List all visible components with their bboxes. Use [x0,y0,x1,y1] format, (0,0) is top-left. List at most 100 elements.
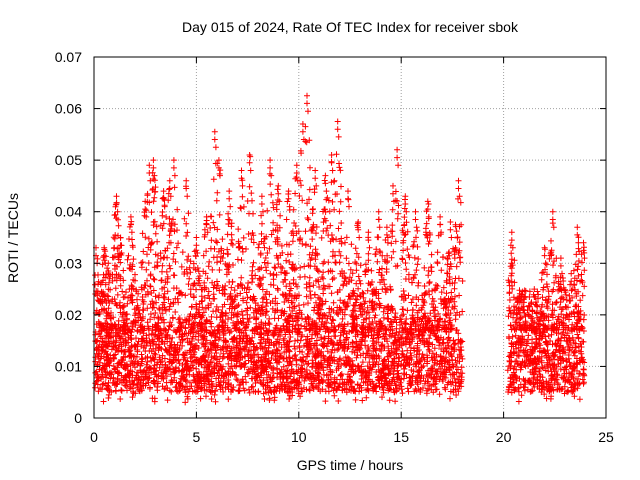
data-point [451,303,458,310]
data-point [129,244,136,251]
data-point [574,309,581,316]
data-point [399,312,405,319]
data-point [207,225,214,231]
data-point [120,377,127,384]
data-point [115,216,121,223]
data-point [182,357,189,364]
data-point [444,261,451,268]
data-point [377,302,384,309]
data-point [274,347,281,354]
data-point [436,376,443,383]
data-point [557,366,564,373]
data-point [392,345,399,352]
data-point [399,390,406,397]
data-point [337,341,344,348]
data-point [245,386,252,393]
data-point [111,244,118,251]
data-point [259,220,265,227]
data-point [295,385,302,392]
data-point [402,362,409,369]
data-point [99,335,106,342]
data-point [163,379,170,386]
data-point [324,194,331,201]
data-point [548,377,555,384]
data-point [335,225,342,232]
data-point [438,267,445,274]
data-point [123,289,129,296]
data-point [183,220,190,227]
data-point [164,273,171,280]
data-point [383,269,390,275]
data-point [144,277,150,284]
data-point [152,345,159,352]
data-point [249,275,256,282]
data-point [285,346,291,353]
data-point [366,370,373,377]
data-point [310,221,317,228]
data-point [306,279,313,286]
data-point [162,307,169,314]
data-point [365,250,372,257]
data-point [331,379,338,386]
data-point [278,312,285,319]
data-point [381,305,388,311]
data-point [459,355,466,362]
data-point [324,359,331,366]
data-point [545,381,552,388]
data-point [139,296,146,303]
data-point [252,362,259,369]
data-point [185,388,192,395]
data-point [215,282,221,289]
data-point [424,339,431,346]
data-point [388,323,395,330]
data-point [140,248,147,255]
data-point [373,388,380,395]
data-point [523,351,530,358]
data-point [575,258,582,264]
data-point [112,326,119,332]
data-point [230,262,236,268]
data-point [571,275,578,282]
data-point [354,321,361,328]
data-point [321,371,327,378]
data-point [159,268,165,275]
data-point [330,356,337,363]
data-point [124,387,130,394]
data-point [291,353,298,360]
data-point [171,369,178,376]
data-point [285,362,292,369]
data-point [149,338,156,345]
data-point [404,228,411,235]
data-point [314,267,321,274]
data-point [204,275,211,282]
data-point [402,276,409,282]
data-point [518,341,525,348]
data-point [445,342,452,349]
data-point [264,379,271,386]
data-point [333,376,340,383]
data-point [337,297,344,304]
data-point [199,304,206,311]
data-point [222,337,228,344]
data-point [151,194,158,201]
data-point [288,361,295,368]
data-point [118,343,125,350]
data-point [251,375,258,382]
data-point [521,387,528,394]
data-point [350,324,357,331]
data-point [433,325,440,332]
data-point [316,284,323,290]
data-point [124,256,131,263]
data-point [540,322,547,328]
data-point [144,339,151,346]
data-point [400,288,407,294]
data-point [428,382,435,389]
data-point [443,303,450,310]
data-point [278,242,285,249]
data-point [459,308,466,315]
data-point [228,284,235,291]
data-point [274,255,281,261]
data-point [312,246,319,253]
data-point [536,365,543,372]
data-point [317,306,324,313]
